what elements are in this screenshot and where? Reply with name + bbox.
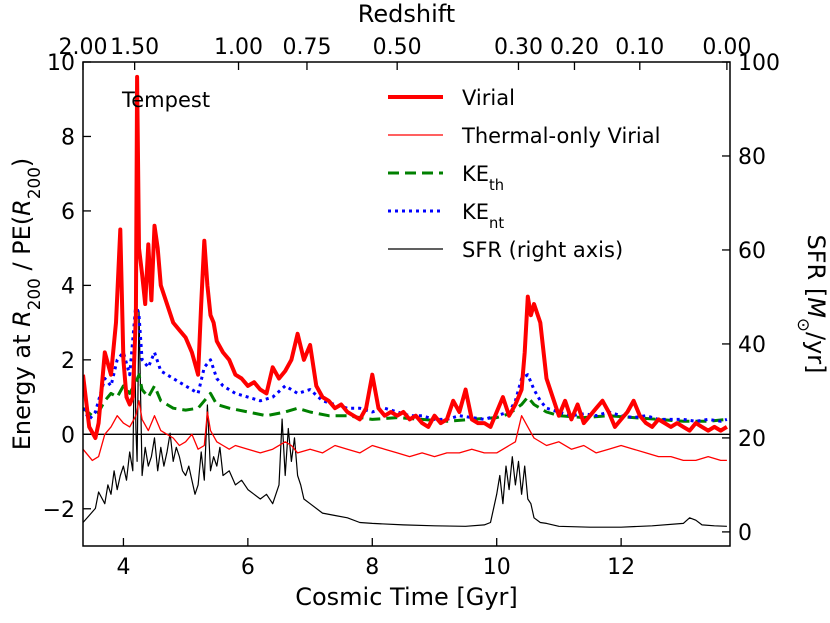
top-tick-label: 0.75 <box>282 35 331 60</box>
y-right-axis-label: SFR [M⊙/yr] <box>794 234 830 373</box>
x-tick-label: 12 <box>607 555 635 580</box>
axes-layer: 4 6 8 10 12 2.00 1.50 1.00 0.75 0.50 0.30 0.20 0.10 0… <box>8 0 830 611</box>
top-tick-label: 0.30 <box>494 35 543 60</box>
legend-label-part: SFR (right axis) <box>462 238 623 262</box>
y-left-axis-label-part: Energy at <box>8 327 36 450</box>
legend-label: KEnt <box>462 200 504 232</box>
y-left-axis-label-part: 200 <box>24 278 44 310</box>
y-left-axis-label-part: / PE( <box>8 216 36 278</box>
legend-label-part: KE <box>462 162 489 186</box>
y-right-tick-label: 0 <box>738 521 752 546</box>
y-right-tick-label: 60 <box>738 239 766 264</box>
top-axis-label: Redshift <box>358 0 455 28</box>
y-right-tick-label: 20 <box>738 427 766 452</box>
series-line-ke-th <box>83 373 728 423</box>
plot-frame <box>82 61 731 547</box>
legend-label-part: th <box>489 177 504 194</box>
legend-label: SFR (right axis) <box>462 238 623 262</box>
panel-label: Tempest <box>121 88 210 112</box>
y-left-tick-label: 2 <box>61 349 75 374</box>
legend-label-part: Virial <box>462 86 515 110</box>
top-tick-label: 1.50 <box>110 35 159 60</box>
x-tick-label: 10 <box>483 555 511 580</box>
y-left-tick-label: 4 <box>61 274 75 299</box>
top-tick-label: 1.00 <box>214 35 263 60</box>
y-left-axis-label-part: 200 <box>24 167 44 199</box>
top-tick-label: 0.10 <box>615 35 664 60</box>
x-axis-label: Cosmic Time [Gyr] <box>295 583 518 611</box>
top-tick-label: 0.50 <box>373 35 422 60</box>
legend-label-part: nt <box>489 215 504 232</box>
series-layer <box>83 74 730 528</box>
series-line-ke-nt <box>83 302 728 423</box>
legend-label-part: Thermal-only Virial <box>461 124 660 148</box>
x-tick-label: 4 <box>116 555 130 580</box>
legend-label: Virial <box>462 86 515 110</box>
x-tick-label: 8 <box>365 555 379 580</box>
y-left-axis-label-part: R <box>8 199 36 216</box>
series-line-thermal-only-virial <box>83 400 727 462</box>
y-right-axis-label-part: M <box>802 297 830 318</box>
y-right-axis-label-part: SFR [ <box>802 234 830 297</box>
legend-label: Thermal-only Virial <box>461 124 660 148</box>
x-tick-label: 6 <box>241 555 255 580</box>
y-left-tick-label: 6 <box>61 200 75 225</box>
y-right-axis-label-part: ⊙ <box>794 318 814 332</box>
y-right-axis-label-part: /yr] <box>802 332 830 374</box>
y-left-tick-label: 8 <box>61 125 75 150</box>
y-left-tick-label: 0 <box>61 423 75 448</box>
top-tick-label: 2.00 <box>59 35 108 60</box>
y-left-axis-label-part: R <box>8 310 36 327</box>
series-line-sfr-right-axis- <box>83 310 727 528</box>
top-tick-label: 0.00 <box>702 35 751 60</box>
legend-label: KEth <box>462 162 504 194</box>
y-left-tick-label: −2 <box>43 498 75 523</box>
y-left-axis-label-part: ) <box>8 158 36 167</box>
y-left-tick-label: 10 <box>47 51 75 76</box>
series-group <box>83 74 730 528</box>
y-right-tick-label: 100 <box>738 51 780 76</box>
series-line-virial <box>83 74 728 440</box>
y-left-axis-label: Energy at R200 / PE(R200) <box>8 158 44 451</box>
top-tick-label: 0.20 <box>550 35 599 60</box>
y-right-tick-label: 80 <box>738 145 766 170</box>
legend-label-part: KE <box>462 200 489 224</box>
y-right-tick-label: 40 <box>738 333 766 358</box>
